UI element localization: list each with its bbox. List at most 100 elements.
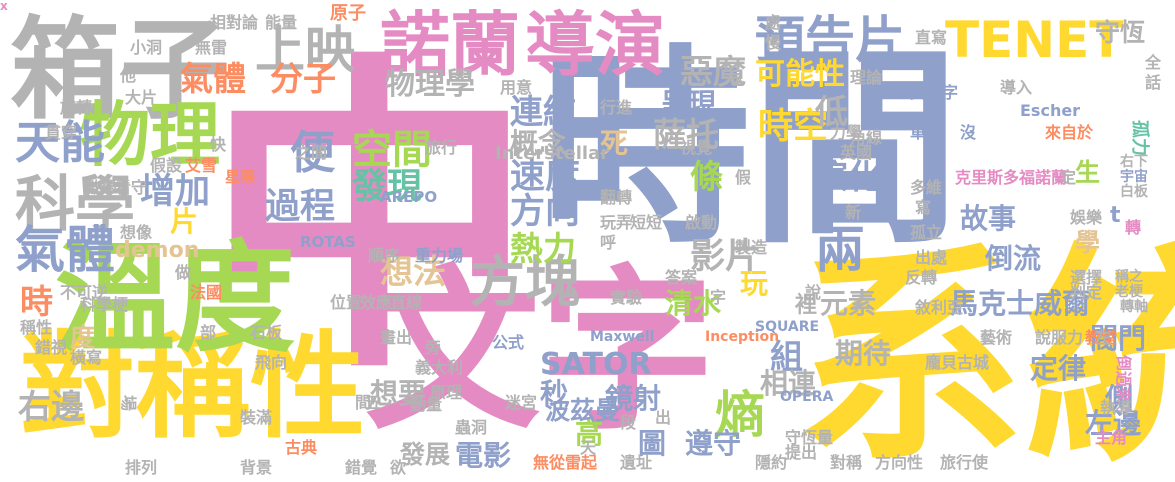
cloud-word: 概念 [510,127,567,160]
cloud-word: x [0,0,8,13]
cloud-word: 原子 [330,3,366,24]
cloud-word: 原理 [430,383,463,402]
cloud-word: 中 [205,28,535,412]
cloud-word: 文字 [365,251,715,454]
cloud-word: 左邊 [1085,407,1142,440]
cloud-word: 想像 [120,223,153,242]
cloud-word: 倒過來 [1114,355,1133,404]
cloud-word: 迷宮 [505,393,538,412]
cloud-word: 時間 [540,27,961,272]
cloud-word: 製造 [735,238,768,257]
cloud-word: 出 [655,408,672,427]
cloud-word: 艾雪 [185,156,218,175]
cloud-word: 鏡射 [605,382,662,415]
cloud-word: 英國 [840,143,873,162]
cloud-word: 效應 [360,293,393,312]
cloud-word: 馬克士威爾 [950,287,1091,320]
cloud-word: 判定 [1070,283,1103,302]
cloud-word: 兩 [815,221,865,279]
cloud-word: 處 [765,13,782,32]
cloud-word: 老梗 [1115,284,1143,300]
cloud-word: 間 [355,393,372,412]
cloud-word: 視覺 [680,138,713,157]
cloud-word: 敘利亞 [915,298,964,317]
cloud-word: 期待 [835,337,892,370]
cloud-word: 導演 [525,4,665,86]
cloud-word: 行進 [600,98,633,117]
cloud-word: 直寫 [915,28,948,47]
cloud-word: 寫 [915,198,932,217]
cloud-word: 惡魔 [680,52,746,91]
cloud-word: 欲 [390,458,407,477]
cloud-word: 低 [815,92,848,131]
cloud-word: 想要 [370,377,427,410]
cloud-word: 重力場 [415,246,464,265]
cloud-word: 守恆量 [785,428,834,447]
cloud-word: 熱力 [510,229,576,268]
cloud-word: 直線 [390,293,423,312]
cloud-word: 角線 [850,128,883,147]
cloud-word: 右下 [1120,154,1148,170]
cloud-word: 全 [1145,53,1162,72]
cloud-word: 克里斯多福諾蘭 [955,168,1068,187]
cloud-word: 空間 [352,127,432,173]
cloud-word: 快 [210,135,227,154]
cloud-word: 發現 [352,167,423,207]
cloud-word: 箱子 [10,6,230,134]
cloud-word: 沒 [960,123,977,142]
cloud-word: 氣體 [180,59,246,98]
cloud-word: 主角 [1095,428,1128,447]
cloud-word: 影片 [690,237,761,277]
cloud-word: 演化 [815,157,881,196]
cloud-word: 裡 [795,293,818,318]
cloud-word: 出處 [915,248,948,267]
cloud-word: 時 [20,282,53,321]
cloud-word: 排列 [125,458,158,477]
cloud-word: 龐貝古城 [925,353,990,372]
cloud-word: 定 [1060,168,1077,187]
cloud-word: AREPO [380,188,438,206]
cloud-word: 部 [200,323,217,342]
cloud-word: 能量 [265,13,298,32]
cloud-word: 話 [1145,73,1162,92]
cloud-word: 預告片 [755,11,905,69]
cloud-word: 實驗 [610,288,643,307]
cloud-word: SATOR [540,347,652,382]
cloud-word: 他 [120,66,137,85]
cloud-word: 連結 [510,92,576,131]
cloud-word: 方向 [510,192,581,232]
cloud-word: 新 [845,203,862,222]
cloud-word: 對稱性 [20,320,366,454]
cloud-word: 可能性 [755,57,845,92]
cloud-word: 天能 [15,116,106,169]
cloud-word: 倒流 [985,242,1042,275]
cloud-word: t [1110,203,1121,228]
cloud-word: 說服力 [1035,328,1084,347]
cloud-word: 便 [290,126,336,179]
cloud-word: 啟動 [685,213,718,232]
cloud-word: 藝術 [980,328,1013,347]
cloud-word: 遺址 [620,453,653,472]
cloud-word: 時空 [758,107,829,147]
cloud-word: 孤力 [1129,120,1150,156]
cloud-word: 上映 [255,21,355,79]
cloud-word: 度 [70,323,96,352]
cloud-word: Interstellar [495,143,610,164]
cloud-word: 小洞 [130,38,163,57]
cloud-word: 定律 [1030,352,1087,385]
cloud-word: 無雷 [195,38,228,57]
cloud-word: 條 [690,157,723,196]
cloud-word: 順序 [368,246,401,265]
cloud-word: 生 [1075,158,1101,187]
cloud-word: 熵 [715,386,765,444]
cloud-word: 方塊 [470,250,581,314]
cloud-word: 想法 [380,252,446,291]
cloud-word: 旅行 [425,138,458,157]
cloud-word: 翻轉 [600,188,633,207]
cloud-word: 呈現 [660,87,717,120]
cloud-word: 教堂 [1085,328,1118,347]
cloud-word: 旁 [425,338,442,357]
cloud-word: 看守 [115,178,148,197]
cloud-word: 來自於 [1045,123,1094,142]
cloud-word: 高 [575,417,604,450]
